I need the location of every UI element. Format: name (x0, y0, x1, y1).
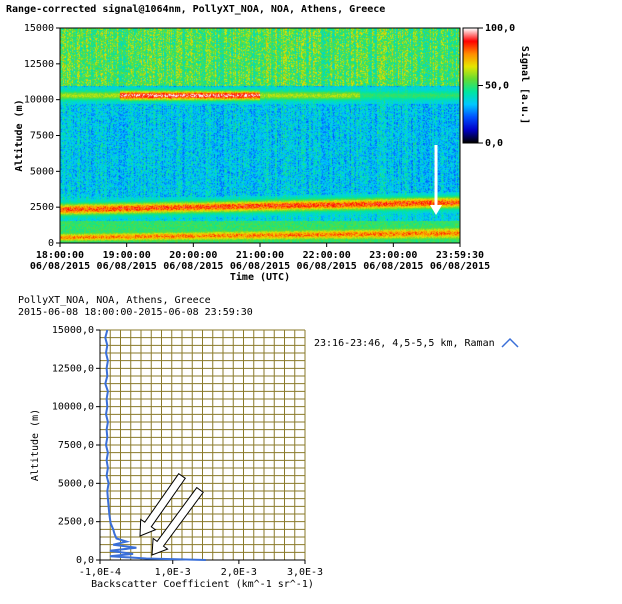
profile-y-tick-label: 15000,0 (52, 325, 94, 336)
profile-arrow-lower (151, 486, 204, 556)
heatmap-y-tick-label: 2500 (30, 202, 54, 213)
profile-station: PollyXT_NOA, NOA, Athens, Greece (18, 295, 211, 306)
heatmap-x-axis-label: Time (UTC) (230, 271, 290, 283)
colorbar-label: Signal [a.u.] (519, 46, 531, 124)
colorbar-canvas (463, 28, 478, 143)
heatmap-x-tick-time: 20:00:00 (169, 250, 217, 261)
profile-y-tick-label: 7500,0 (58, 440, 94, 451)
profile-series-line (104, 329, 206, 561)
profile-legend-label: 23:16-23:46, 4,5-5,5 km, Raman (314, 338, 495, 349)
profile-y-tick-label: 2500,0 (58, 517, 94, 528)
heatmap-x-tick-time: 18:00:00 (36, 250, 84, 261)
colorbar-tick-label: 0,0 (485, 138, 503, 149)
profile-y-axis-label: Altitude (m) (30, 409, 41, 481)
profile-x-axis-label: Backscatter Coefficient (km^-1 sr^-1) (91, 579, 314, 590)
heatmap-x-tick-date: 06/08/2015 (430, 261, 490, 272)
profile-x-tick-label: 3,0E-3 (287, 567, 323, 578)
heatmap-x-tick-date: 06/08/2015 (30, 261, 90, 272)
heatmap-y-tick-label: 15000 (24, 23, 54, 34)
profile-x-tick-label: 1,0E-3 (155, 567, 191, 578)
profile-y-tick-label: 10000,0 (52, 402, 94, 413)
heatmap-y-tick-label: 12500 (24, 59, 54, 70)
heatmap-x-tick-time: 23:00:00 (369, 250, 417, 261)
profile-x-tick-label: -1,0E-4 (79, 567, 121, 578)
profile-x-tick-label: 2,0E-3 (221, 567, 257, 578)
heatmap-y-tick-label: 7500 (30, 131, 54, 142)
heatmap-x-tick-date: 06/08/2015 (163, 261, 223, 272)
heatmap-x-tick-date: 06/08/2015 (297, 261, 357, 272)
heatmap-y-tick-label: 5000 (30, 166, 54, 177)
heatmap-panel: 0 2500 5000 7500 10000 12500 15000 Altitude (m)… (0, 0, 622, 290)
heatmap-arrow-head (430, 205, 442, 215)
profile-timerange: 2015-06-08 18:00:00-2015-06-08 23:59:30 (18, 307, 253, 318)
colorbar-tick-label: 100,0 (485, 23, 515, 34)
profile-y-tick-label: 0,0 (76, 555, 94, 566)
heatmap-axes: 0 2500 5000 7500 10000 12500 15000 Altitude (m)… (13, 23, 531, 283)
heatmap-x-tick-date: 06/08/2015 (97, 261, 157, 272)
heatmap-canvas (60, 28, 460, 243)
heatmap-x-tick-time: 22:00:00 (303, 250, 351, 261)
top-chart-title: Range-corrected signal@1064nm, PollyXT_N… (6, 4, 386, 15)
heatmap-x-tick-date: 06/08/2015 (363, 261, 423, 272)
heatmap-y-tick-label: 10000 (24, 95, 54, 106)
profile-y-tick-label: 12500,0 (52, 363, 94, 374)
heatmap-y-tick-label: 0 (48, 238, 54, 249)
heatmap-x-tick-time: 23:59:30 (436, 250, 484, 261)
profile-y-tick-label: 5000,0 (58, 478, 94, 489)
profile-legend-swatch (501, 337, 519, 348)
heatmap-y-axis-label: Altitude (m) (13, 99, 25, 171)
colorbar-tick-label: 50,0 (485, 81, 509, 92)
heatmap-x-tick-time: 21:00:00 (236, 250, 284, 261)
heatmap-x-tick-time: 19:00:00 (103, 250, 151, 261)
heatmap-x-tick-date: 06/08/2015 (230, 261, 290, 272)
profile-arrow-upper (139, 473, 186, 537)
